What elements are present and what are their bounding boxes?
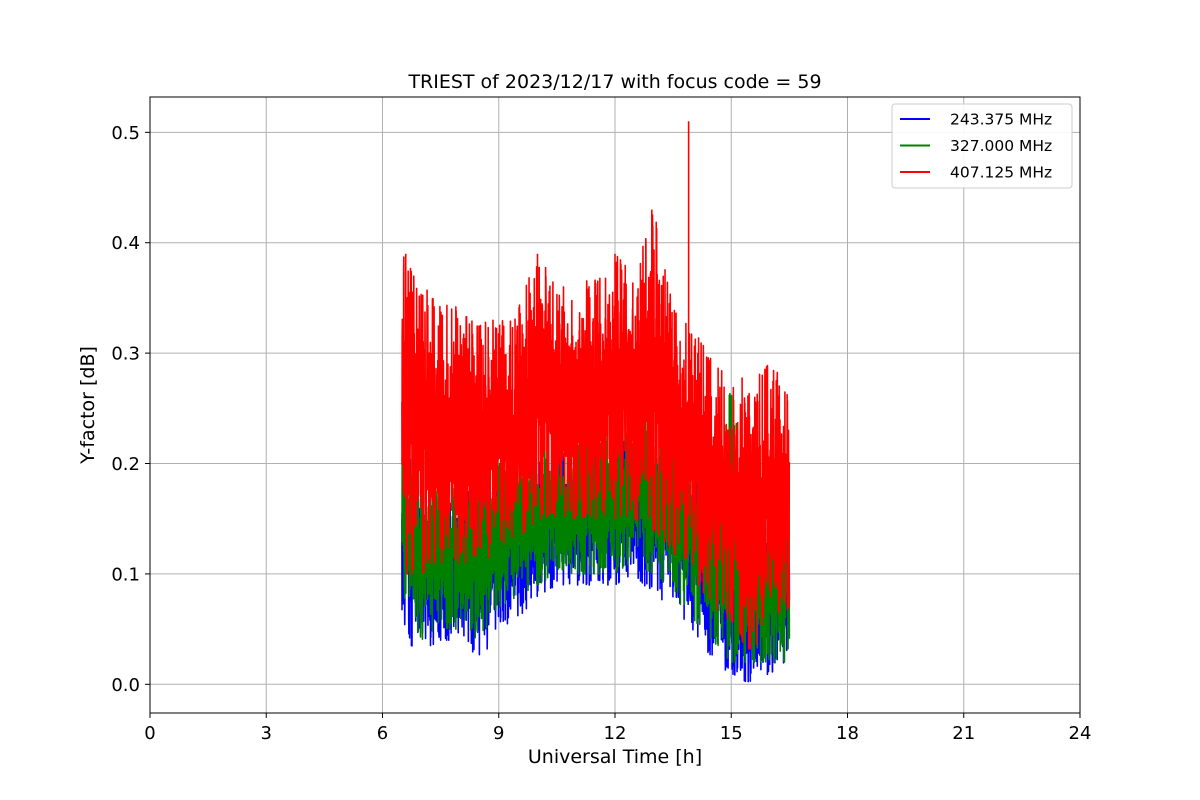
y-tick-label: 0.2 [111, 454, 140, 475]
legend: 243.375 MHz 327.000 MHz 407.125 MHz [891, 103, 1073, 189]
chart-title: TRIEST of 2023/12/17 with focus code = 5… [407, 71, 821, 93]
y-tick-label: 0.1 [111, 564, 140, 585]
x-tick-label: 21 [952, 723, 975, 744]
x-tick-label: 15 [720, 723, 743, 744]
y-tick-label: 0.4 [111, 233, 140, 254]
y-tick-label: 0.3 [111, 344, 140, 365]
y-axis-label: Y-factor [dB] [77, 346, 99, 465]
ticks: 0 3 6 9 12 15 18 21 24 0.0 0.1 0.2 0.3 0.4 0.5 [111, 123, 1091, 744]
x-axis-label: Universal Time [h] [528, 746, 702, 768]
series-line [401, 121, 791, 650]
x-tick-label: 6 [377, 723, 388, 744]
x-tick-label: 12 [604, 723, 627, 744]
x-tick-label: 18 [836, 723, 859, 744]
legend-label: 327.000 MHz [950, 137, 1052, 155]
x-tick-label: 24 [1069, 723, 1092, 744]
series-layer [401, 121, 791, 683]
legend-label: 243.375 MHz [950, 111, 1052, 129]
legend-label: 407.125 MHz [950, 164, 1052, 182]
x-tick-label: 3 [261, 723, 272, 744]
y-tick-label: 0.5 [111, 123, 140, 144]
x-tick-label: 0 [144, 723, 155, 744]
legend-box [891, 103, 1073, 189]
y-tick-label: 0.0 [111, 675, 140, 696]
x-tick-label: 9 [493, 723, 504, 744]
